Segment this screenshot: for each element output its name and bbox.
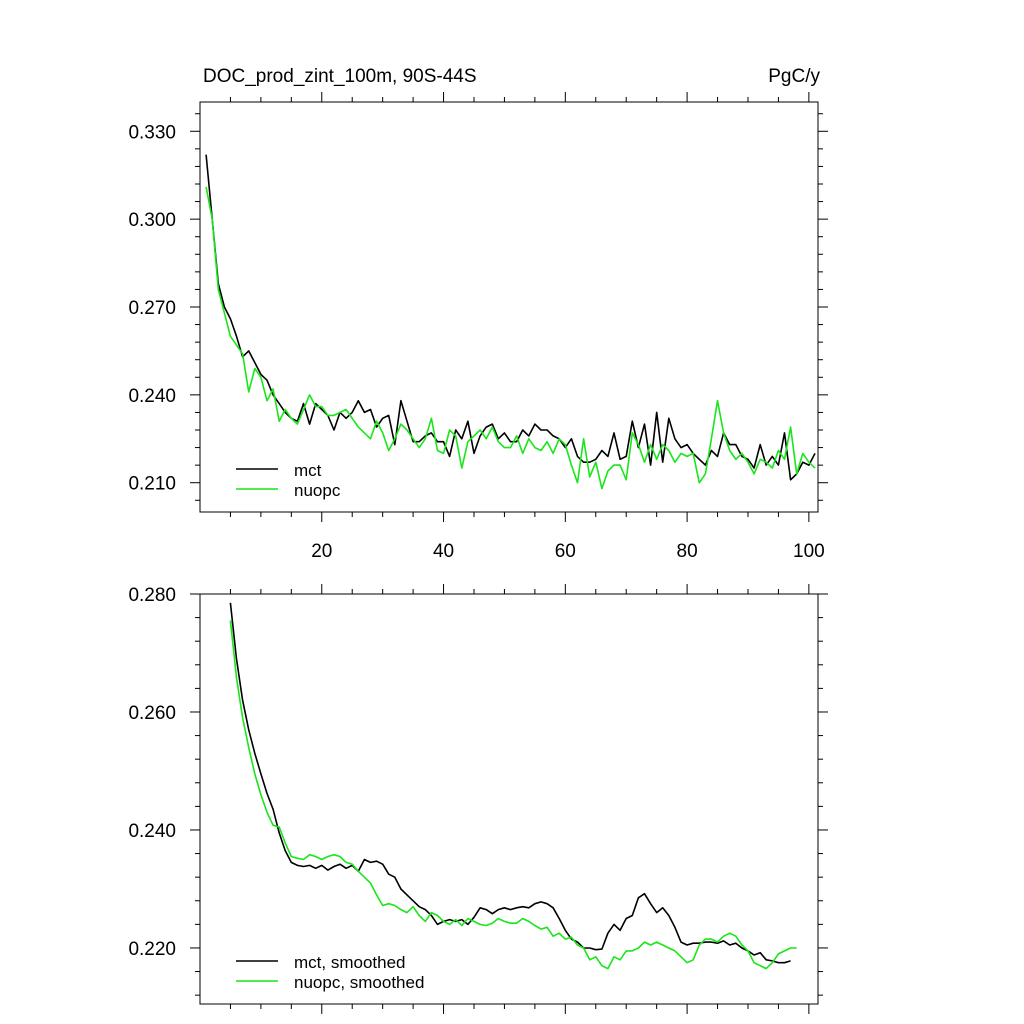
series-line-mct [205,154,816,481]
legend-label-nuopc: nuopc [294,481,341,500]
y-tick-label: 0.220 [128,939,176,960]
chart-title: DOC_prod_zint_100m, 90S-44S [203,66,477,87]
y-tick-label: 0.240 [128,386,176,407]
bottom-series-lines [229,602,797,970]
top-plot-frame [199,101,819,513]
x-tick-label: 60 [555,541,576,562]
series-line-mct-smoothed [229,602,791,964]
y-tick-label: 0.300 [128,210,176,231]
top-axis-ticks: 20 40 60 80 100 0.210 0.240 0.270 0.300 0.330 [128,92,828,562]
x-tick-label: 100 [793,541,825,562]
top-series-lines [205,154,816,490]
top-panel: DOC_prod_zint_100m, 90S-44S PgC/y 20 40 60… [128,66,828,562]
x-tick-label: 80 [677,541,698,562]
y-tick-label: 0.240 [128,821,176,842]
legend-label-mct: mct [294,461,322,480]
x-tick-label: 20 [311,541,332,562]
series-line-nuopc-smoothed [229,620,797,970]
legend-label-nuopc-smoothed: nuopc, smoothed [294,973,424,992]
y-tick-label: 0.330 [128,122,176,143]
legend-label-mct-smoothed: mct, smoothed [294,953,406,972]
y-tick-label: 0.280 [128,585,176,606]
bottom-panel: 0.220 0.240 0.260 0.280 mct, smoothed nuopc… [128,584,828,1014]
series-line-nuopc [205,186,816,490]
y-tick-label: 0.260 [128,703,176,724]
units-label: PgC/y [768,66,820,87]
top-legend: mct nuopc [236,461,341,500]
x-tick-label: 40 [433,541,454,562]
bottom-plot-frame [199,593,819,1005]
bottom-axis-ticks: 0.220 0.240 0.260 0.280 [128,584,828,1014]
bottom-legend: mct, smoothed nuopc, smoothed [236,953,424,992]
y-tick-label: 0.210 [128,474,176,495]
y-tick-label: 0.270 [128,298,176,319]
